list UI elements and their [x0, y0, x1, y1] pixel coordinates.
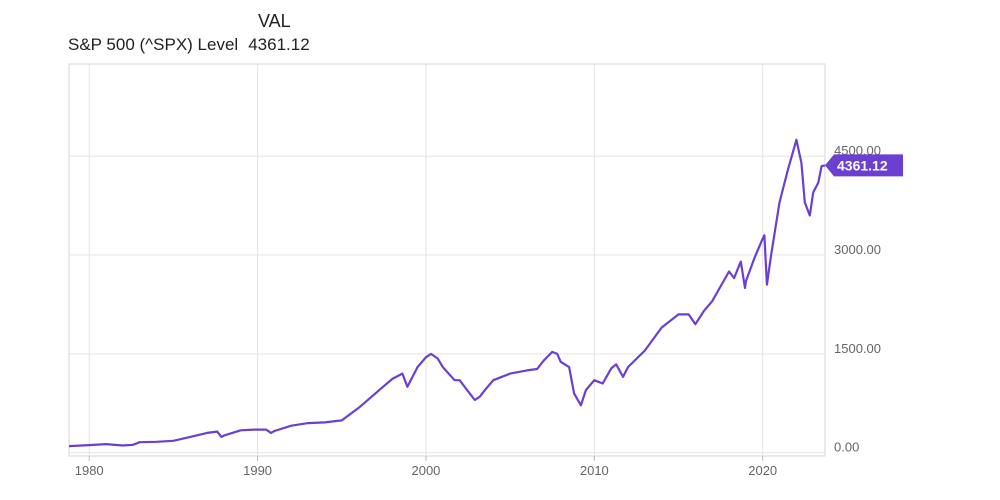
x-tick-label-2000: 2000 [411, 463, 440, 478]
chart-header: VAL S&P 500 (^SPX) Level 4361.12 [0, 0, 1000, 64]
series-label: S&P 500 (^SPX) Level 4361.12 [68, 35, 310, 55]
y-tick-label-1500.00: 1500.00 [834, 341, 881, 356]
x-tick-label-1980: 1980 [75, 463, 104, 478]
series-line-spx [68, 138, 826, 448]
x-axis: 1980 1990 2000 2010 2020 [75, 456, 777, 478]
val-label: VAL [258, 11, 291, 31]
last-value-badge-shape [825, 154, 903, 177]
series-value: 4361.12 [248, 35, 310, 54]
x-tick-label-1990: 1990 [243, 463, 272, 478]
y-tick-label-3000.00: 3000.00 [834, 242, 881, 257]
y-tick-label-0.00: 0.00 [834, 440, 859, 455]
last-value-badge: 4361.12 [825, 154, 903, 177]
plot-frame [68, 63, 826, 457]
x-tick-label-2020: 2020 [748, 463, 777, 478]
grid [69, 64, 825, 456]
last-value-label: 4361.12 [837, 157, 888, 173]
x-tick-label-2010: 2010 [580, 463, 609, 478]
series-name: S&P 500 (^SPX) Level [68, 35, 239, 54]
